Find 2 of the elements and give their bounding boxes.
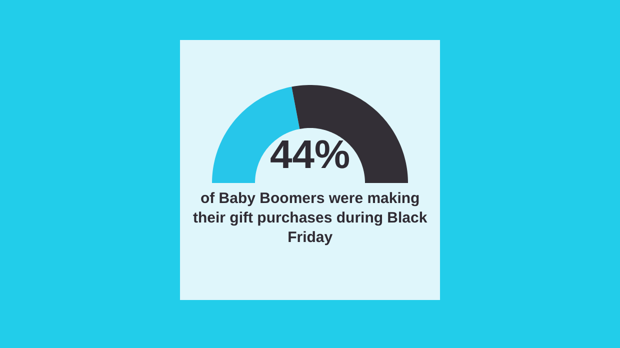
text: of Baby Boomers were making their gift purchases during Black Friday (193, 190, 428, 246)
text: 44% (270, 133, 350, 177)
